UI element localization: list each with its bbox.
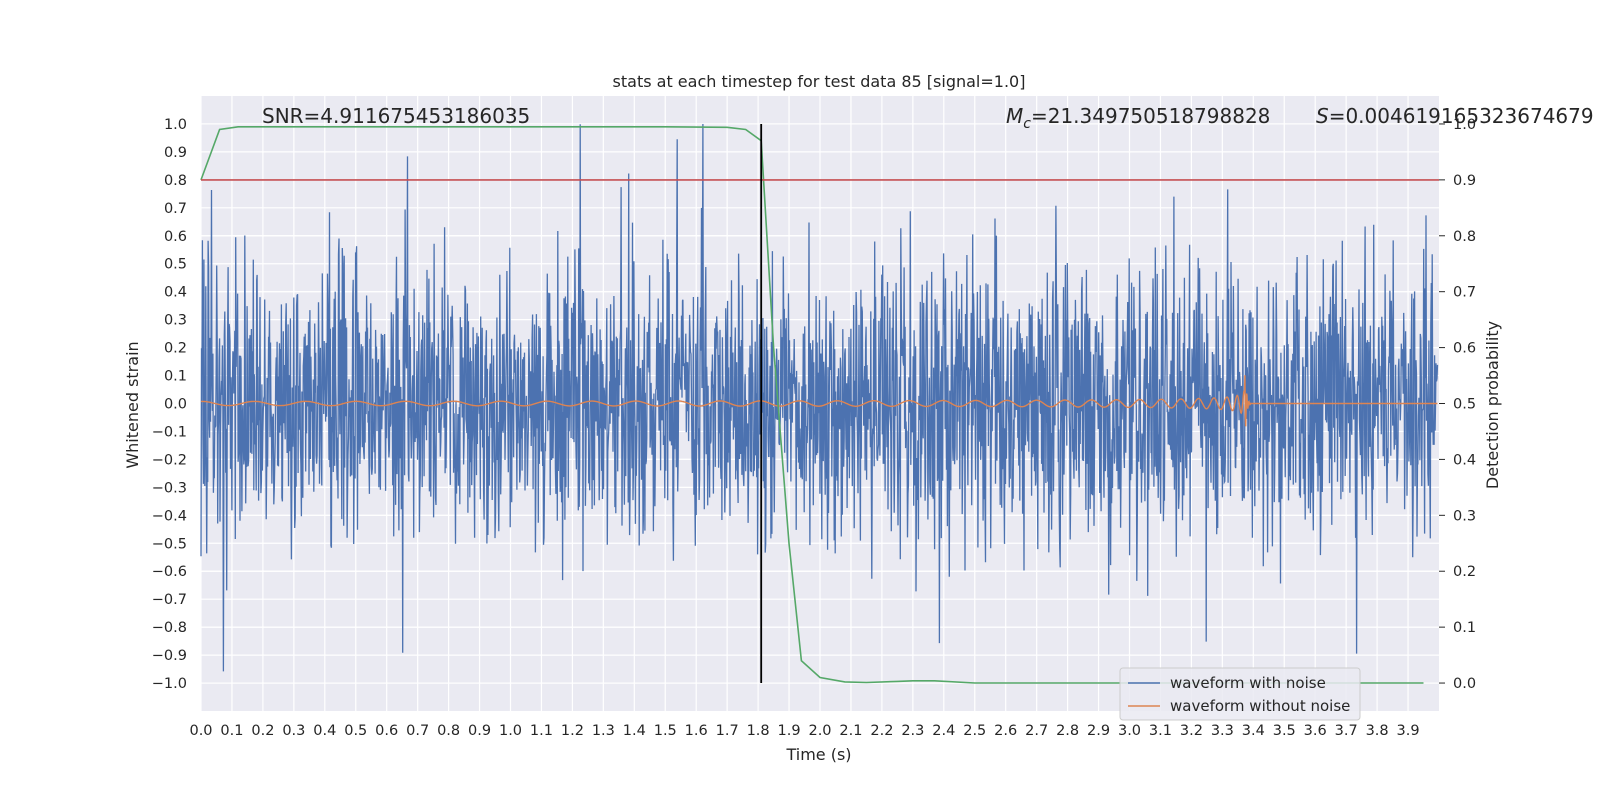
mc-annotation: Mc=21.349750518798828 <box>1006 104 1270 132</box>
x-tick-label: 3.9 <box>1397 723 1420 739</box>
y-tick-label: −0.5 <box>152 536 187 552</box>
y2-tick-label: 0.0 <box>1453 676 1476 692</box>
x-tick-label: 0.1 <box>220 723 243 739</box>
x-tick-label: 1.4 <box>623 723 646 739</box>
x-tick-label: 2.7 <box>1025 723 1048 739</box>
x-tick-label: 1.1 <box>530 723 553 739</box>
x-tick-label: 2.2 <box>870 723 893 739</box>
y-axis-label: Whitened strain <box>123 341 142 468</box>
y-tick-label: −0.9 <box>152 648 187 664</box>
x-tick-label: 3.7 <box>1335 723 1358 739</box>
y-tick-label: 0.4 <box>164 285 187 301</box>
y2-tick-label: 0.1 <box>1453 620 1476 636</box>
chart-title: stats at each timestep for test data 85 … <box>613 72 1026 91</box>
y2-tick-label: 0.8 <box>1453 229 1476 245</box>
y2-tick-label: 0.2 <box>1453 564 1476 580</box>
y-tick-label: −0.8 <box>152 620 187 636</box>
x-tick-label: 1.0 <box>499 723 522 739</box>
snr-annotation: SNR=4.911675453186035 <box>262 104 530 128</box>
y-tick-label: 0.7 <box>164 201 187 217</box>
y-tick-label: −0.3 <box>152 480 187 496</box>
mc-subscript: c <box>1023 116 1031 132</box>
mc-symbol: M <box>1006 104 1023 128</box>
tick-labels: 0.0 0.1 0.2 0.3 0.4 0.5 0.6 0.7 0.8 0.9 1.0 1.1 1.2 1… <box>152 117 1476 739</box>
x-tick-label: 1.9 <box>778 723 801 739</box>
x-tick-label: 1.6 <box>685 723 708 739</box>
y-tick-label: −0.6 <box>152 564 187 580</box>
y-tick-label: 0.3 <box>164 313 187 329</box>
y2-axis-label: Detection probability <box>1483 321 1502 489</box>
x-tick-label: 1.3 <box>592 723 615 739</box>
y-tick-label: −0.1 <box>152 424 187 440</box>
y-tick-label: −0.7 <box>152 592 187 608</box>
x-tick-label: 3.4 <box>1242 723 1265 739</box>
y-tick-label: −1.0 <box>152 676 187 692</box>
x-tick-label: 0.7 <box>406 723 429 739</box>
y2-tick-label: 0.3 <box>1453 508 1476 524</box>
y2-tick-label: 1.0 <box>1453 117 1476 133</box>
x-tick-label: 3.3 <box>1211 723 1234 739</box>
y2-tick-label: 0.7 <box>1453 285 1476 301</box>
plot-lines <box>200 123 1439 684</box>
series-waveform-with-noise <box>200 123 1439 672</box>
x-tick-label: 0.5 <box>344 723 367 739</box>
x-tick-label: 0.6 <box>375 723 398 739</box>
x-tick-label: 0.8 <box>437 723 460 739</box>
mc-value: =21.349750518798828 <box>1031 104 1270 128</box>
x-tick-label: 0.2 <box>251 723 274 739</box>
y-tick-label: 0.0 <box>164 397 187 413</box>
x-tick-label: 2.9 <box>1087 723 1110 739</box>
x-tick-label: 0.4 <box>313 723 336 739</box>
x-tick-label: 2.3 <box>901 723 924 739</box>
x-tick-label: 0.9 <box>468 723 491 739</box>
s-annotation: S=0.004619165323674679 <box>1316 104 1594 128</box>
x-tick-label: 0.0 <box>189 723 212 739</box>
x-tick-label: 3.6 <box>1304 723 1327 739</box>
x-tick-label: 1.2 <box>561 723 584 739</box>
legend-label-clean: waveform without noise <box>1170 697 1350 715</box>
y-tick-label: −0.4 <box>152 508 187 524</box>
x-tick-label: 3.5 <box>1273 723 1296 739</box>
x-tick-label: 3.2 <box>1180 723 1203 739</box>
y2-tick-label: 0.9 <box>1453 173 1476 189</box>
x-tick-label: 2.5 <box>963 723 986 739</box>
x-tick-label: 2.8 <box>1056 723 1079 739</box>
x-tick-label: 3.0 <box>1118 723 1141 739</box>
x-tick-label: 1.8 <box>747 723 770 739</box>
x-tick-label: 3.8 <box>1366 723 1389 739</box>
x-tick-label: 0.3 <box>282 723 305 739</box>
y-tick-label: 0.6 <box>164 229 187 245</box>
series-waveform-without-noise <box>201 375 1438 427</box>
series-detection-probability <box>200 126 1424 684</box>
y-tick-label: 0.2 <box>164 341 187 357</box>
x-tick-label: 3.1 <box>1149 723 1172 739</box>
y2-tick-label: 0.4 <box>1453 452 1476 468</box>
x-tick-label: 1.5 <box>654 723 677 739</box>
x-tick-label: 2.0 <box>808 723 831 739</box>
x-tick-label: 2.1 <box>839 723 862 739</box>
y-tick-label: 0.1 <box>164 369 187 385</box>
legend-label-noisy: waveform with noise <box>1170 674 1326 692</box>
y2-tick-label: 0.5 <box>1453 397 1476 413</box>
s-value: =0.004619165323674679 <box>1329 104 1594 128</box>
y-tick-label: 0.5 <box>164 257 187 273</box>
x-axis-label: Time (s) <box>785 745 851 764</box>
s-symbol: S <box>1316 104 1329 128</box>
y-tick-label: 0.8 <box>164 173 187 189</box>
y2-tick-label: 0.6 <box>1453 341 1476 357</box>
y-tick-label: 0.9 <box>164 145 187 161</box>
legend: waveform with noise waveform without noi… <box>1119 667 1361 721</box>
y-tick-label: −0.2 <box>152 452 187 468</box>
legend-box <box>1119 667 1361 721</box>
x-tick-label: 2.6 <box>994 723 1017 739</box>
y-tick-label: 1.0 <box>164 117 187 133</box>
x-tick-label: 1.7 <box>716 723 739 739</box>
x-tick-label: 2.4 <box>932 723 955 739</box>
